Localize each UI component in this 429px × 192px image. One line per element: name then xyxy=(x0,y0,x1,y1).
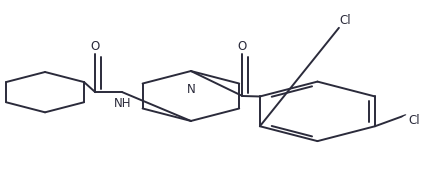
Text: NH: NH xyxy=(114,97,131,110)
Text: Cl: Cl xyxy=(408,113,420,127)
Text: Cl: Cl xyxy=(408,113,420,127)
Text: N: N xyxy=(187,83,195,96)
Circle shape xyxy=(86,42,105,50)
Text: O: O xyxy=(238,40,247,53)
Circle shape xyxy=(402,115,426,125)
Circle shape xyxy=(109,98,136,110)
Circle shape xyxy=(233,42,252,50)
Text: Cl: Cl xyxy=(339,14,351,27)
Text: O: O xyxy=(91,40,100,53)
Text: N: N xyxy=(187,83,195,96)
Circle shape xyxy=(181,85,200,94)
Text: Cl: Cl xyxy=(339,14,351,27)
Text: O: O xyxy=(238,40,247,53)
Circle shape xyxy=(333,15,357,26)
Text: O: O xyxy=(91,40,100,53)
Text: NH: NH xyxy=(114,97,131,110)
